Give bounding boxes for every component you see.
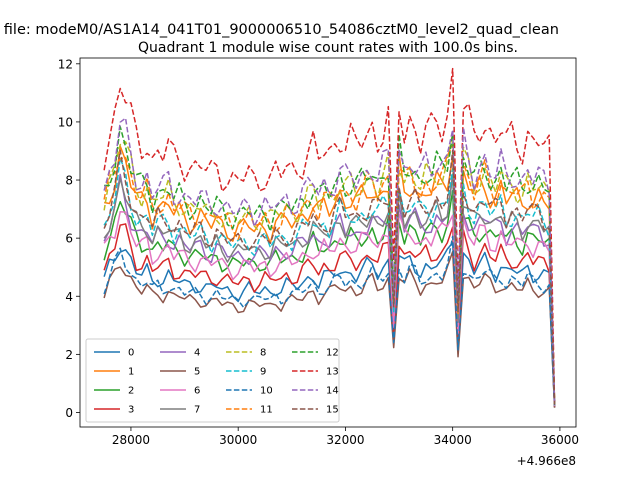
series-line-3 — [103, 223, 556, 408]
x-tick-label: 30000 — [219, 433, 257, 447]
figure-suptitle: n file: modeM0/AS1A14_041T01_9000006510_… — [0, 22, 559, 38]
y-axis: 0 2 4 6 8 10 12 — [58, 57, 80, 420]
series-line-15 — [103, 149, 556, 405]
legend-label-1: 1 — [128, 367, 134, 378]
series-line-5 — [103, 250, 556, 408]
series-line-4 — [103, 173, 556, 406]
legend-label-13: 13 — [326, 367, 339, 378]
y-tick-label: 8 — [65, 174, 73, 188]
series-layer — [103, 67, 556, 408]
x-tick-label: 32000 — [326, 433, 364, 447]
series-line-8 — [103, 133, 556, 405]
series-line-12 — [104, 125, 556, 404]
x-tick-label: 34000 — [434, 433, 472, 447]
legend-box — [85, 338, 340, 423]
series-line-14 — [103, 117, 556, 405]
x-tick-label: 36000 — [541, 433, 579, 447]
legend-label-3: 3 — [128, 405, 134, 416]
x-axis-offset-label: +4.966e8 — [517, 454, 576, 468]
legend-label-11: 11 — [260, 405, 273, 416]
series-line-10 — [103, 235, 556, 408]
legend-label-5: 5 — [194, 367, 200, 378]
legend-label-6: 6 — [194, 386, 200, 397]
legend-label-0: 0 — [128, 348, 134, 359]
y-tick-label: 10 — [58, 115, 73, 129]
series-line-13 — [103, 67, 556, 403]
series-line-9 — [103, 157, 556, 406]
legend-label-4: 4 — [194, 348, 200, 359]
legend-label-12: 12 — [326, 348, 339, 359]
legend-label-2: 2 — [128, 386, 134, 397]
x-tick-label: 28000 — [112, 433, 150, 447]
x-axis: 28000 30000 32000 34000 36000 — [112, 427, 579, 447]
series-line-11 — [103, 144, 556, 405]
y-tick-label: 2 — [65, 348, 73, 362]
legend-label-14: 14 — [326, 386, 339, 397]
y-tick-label: 6 — [65, 232, 73, 246]
legend-label-15: 15 — [326, 405, 339, 416]
y-tick-label: 4 — [65, 290, 73, 304]
y-tick-label: 12 — [58, 57, 73, 71]
legend-label-9: 9 — [260, 367, 266, 378]
series-line-6 — [103, 210, 556, 407]
plot-frame — [79, 57, 577, 428]
chart-title: Quadrant 1 module wise count rates with … — [138, 40, 518, 56]
legend-label-8: 8 — [260, 348, 266, 359]
legend-label-7: 7 — [194, 405, 200, 416]
y-tick-label: 0 — [65, 406, 73, 420]
legend-label-10: 10 — [260, 386, 273, 397]
